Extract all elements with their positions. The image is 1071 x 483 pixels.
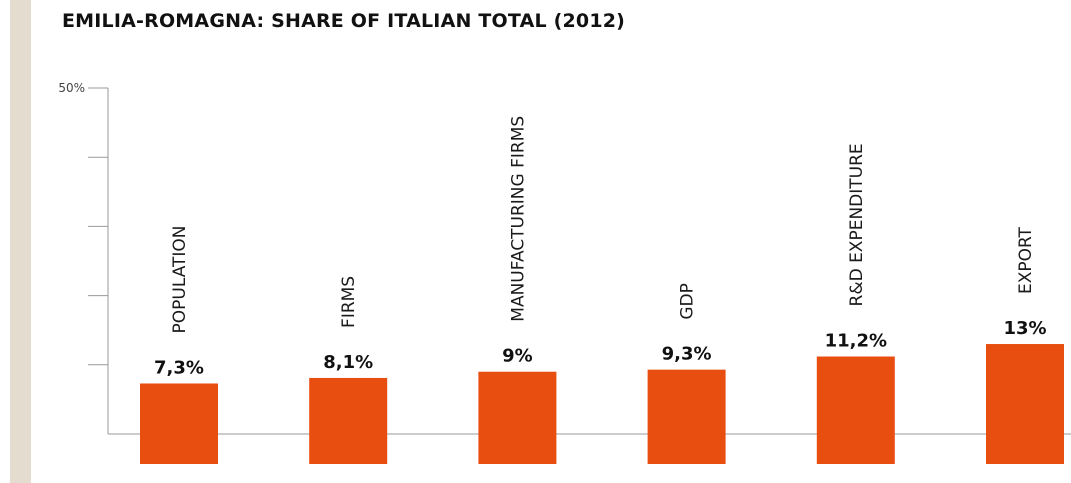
y-tick-label: 50% [58,81,85,95]
bar [478,371,557,464]
bar [140,383,218,464]
decorative-side-stripe [10,0,31,483]
category-label: EXPORT [1016,226,1036,294]
bar-value-label: 9,3% [662,344,712,365]
labels: 7,3% POPULATION 8,1% FIRMS 9% MANUFACTURING F… [154,116,1047,379]
category-label: R&D EXPENDITURE [847,143,867,306]
axes: 50% [58,81,1071,435]
category-label: MANUFACTURING FIRMS [508,116,528,322]
bar [986,344,1064,464]
bar-value-label: 7,3% [154,357,204,378]
bar-value-label: 8,1% [323,352,373,373]
bar-value-label: 11,2% [825,330,887,351]
bar-value-label: 13% [1003,318,1046,339]
bar [647,369,726,464]
category-label: FIRMS [339,276,359,328]
bars [140,344,1064,464]
bar [309,377,388,464]
category-label: GDP [678,283,698,320]
category-label: POPULATION [170,225,190,333]
bar [816,356,895,464]
bar-value-label: 9% [502,346,533,367]
chart-title: EMILIA-ROMAGNA: SHARE OF ITALIAN TOTAL (… [62,10,626,32]
